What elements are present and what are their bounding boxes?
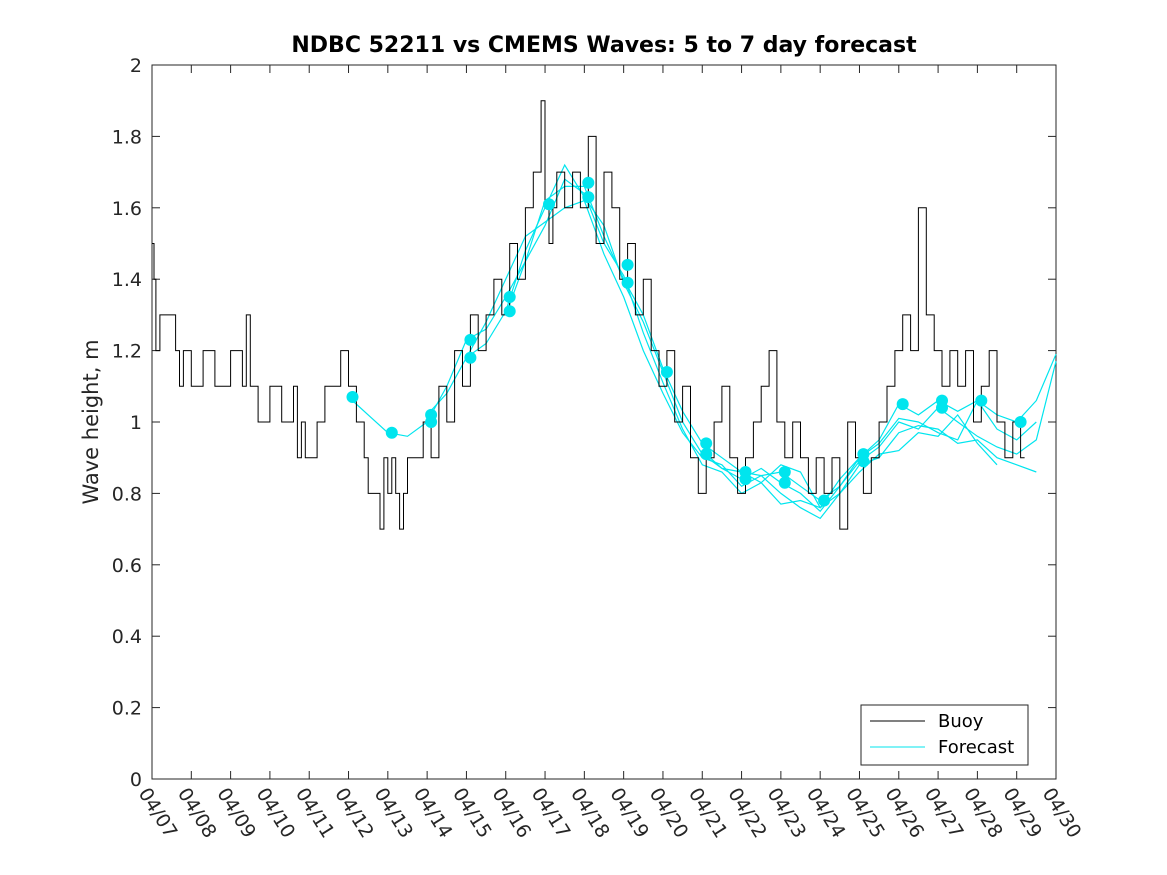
forecast-line: [701, 413, 998, 509]
forecast-marker: [975, 394, 988, 407]
chart-title: NDBC 52211 vs CMEMS Waves: 5 to 7 day fo…: [291, 33, 917, 58]
forecast-marker: [503, 305, 516, 318]
legend-label-forecast: Forecast: [938, 737, 1014, 758]
legend-box: [860, 704, 1029, 766]
forecast-markers: [346, 176, 1027, 507]
forecast-marker: [936, 401, 948, 414]
forecast-marker: [739, 473, 752, 486]
forecast-marker: [896, 398, 909, 411]
y-tick-label: 0.2: [112, 698, 142, 720]
y-tick-label: 1.2: [112, 341, 142, 363]
forecast-marker: [582, 176, 595, 189]
y-axis: 0 0.2 0.4 0.6 0.8 1 1.2 1.4 1.6 1.8 2: [112, 55, 1056, 791]
forecast-marker: [700, 437, 713, 450]
y-tick-label: 1: [130, 412, 142, 434]
forecast-marker: [660, 366, 673, 378]
forecast-line: [465, 199, 1037, 520]
legend: Buoy Forecast: [860, 704, 1029, 766]
y-tick-label: 0.8: [112, 483, 142, 505]
forecast-marker: [543, 198, 555, 211]
forecast-marker: [346, 391, 359, 403]
forecast-marker: [464, 333, 477, 346]
forecast-marker: [385, 426, 398, 439]
y-tick-label: 0.4: [112, 626, 142, 648]
forecast-marker: [425, 416, 438, 428]
forecast-marker: [857, 455, 870, 468]
y-tick-label: 1.6: [112, 198, 142, 220]
y-tick-label: 0: [130, 769, 142, 791]
y-tick-label: 2: [130, 55, 142, 77]
y-tick-label: 1.8: [112, 126, 142, 148]
forecast-marker: [621, 258, 634, 271]
forecast-marker: [818, 494, 831, 507]
forecast-marker: [621, 276, 634, 289]
y-tick-label: 0.6: [112, 555, 142, 577]
y-axis-label: Wave height, m: [79, 339, 103, 504]
forecast-line: [505, 178, 1037, 509]
forecast-marker: [778, 466, 791, 478]
legend-label-buoy: Buoy: [938, 711, 984, 732]
forecast-marker: [700, 448, 713, 461]
forecast-marker: [582, 191, 595, 204]
forecast-marker: [778, 476, 791, 489]
forecast-marker: [464, 351, 477, 364]
forecast-marker: [1014, 416, 1027, 428]
y-tick-label: 1.4: [112, 269, 142, 291]
buoy-line: [152, 100, 1025, 530]
forecast-marker: [503, 291, 516, 303]
buoy-series: [152, 100, 1025, 530]
